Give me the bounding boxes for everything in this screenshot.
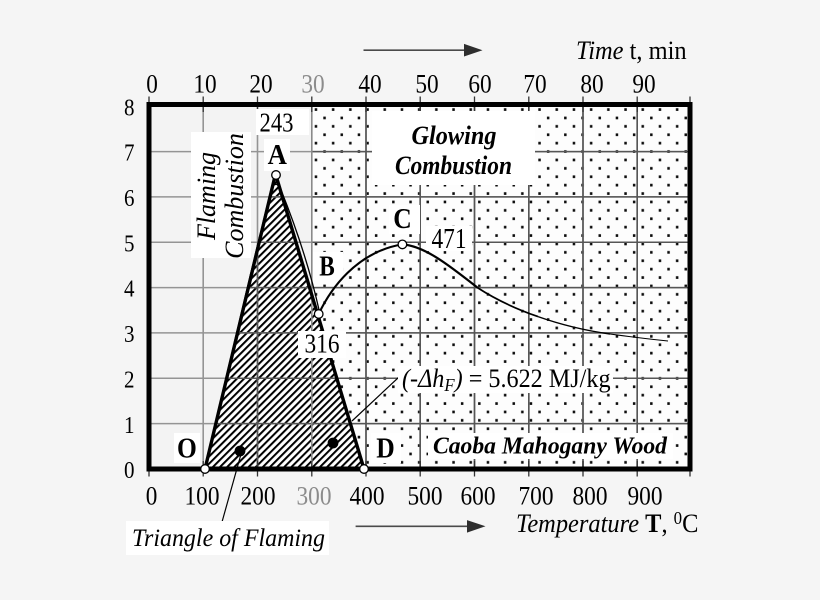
svg-text:60: 60 (468, 70, 491, 99)
svg-text:800: 800 (573, 481, 608, 510)
svg-text:Glowing: Glowing (412, 121, 497, 150)
svg-text:700: 700 (519, 481, 554, 510)
svg-text:Temperature T, 0C: Temperature T, 0C (516, 508, 698, 539)
svg-text:B: B (319, 251, 335, 282)
svg-text:243: 243 (260, 108, 294, 138)
svg-text:7: 7 (124, 141, 135, 167)
svg-text:900: 900 (628, 481, 663, 510)
svg-text:50: 50 (415, 70, 438, 99)
svg-text:8: 8 (124, 95, 135, 121)
svg-text:90: 90 (632, 70, 655, 99)
svg-text:30: 30 (301, 70, 324, 99)
svg-text:300: 300 (297, 481, 332, 510)
svg-text:Combustion: Combustion (395, 151, 512, 180)
svg-text:Flaming: Flaming (192, 152, 221, 241)
svg-text:(-ΔhF) = 5.622 MJ/kg: (-ΔhF) = 5.622 MJ/kg (402, 365, 611, 395)
svg-text:70: 70 (523, 70, 546, 99)
svg-text:Caoba Mahogany Wood: Caoba Mahogany Wood (433, 434, 668, 460)
svg-text:10: 10 (193, 70, 216, 99)
svg-text:500: 500 (408, 481, 443, 510)
svg-text:80: 80 (580, 70, 603, 99)
svg-text:1: 1 (124, 413, 135, 439)
svg-text:6: 6 (124, 186, 135, 212)
svg-text:400: 400 (350, 481, 385, 510)
svg-text:A: A (268, 140, 288, 171)
svg-text:Combustion: Combustion (220, 133, 249, 259)
svg-text:2: 2 (124, 367, 135, 393)
svg-text:471: 471 (432, 224, 467, 255)
svg-text:4: 4 (124, 277, 135, 303)
svg-text:0: 0 (124, 458, 135, 484)
svg-text:D: D (376, 433, 395, 464)
svg-text:100: 100 (185, 481, 220, 510)
svg-text:C: C (393, 204, 412, 235)
svg-text:Time t, min: Time t, min (576, 37, 687, 65)
svg-text:316: 316 (305, 329, 340, 359)
svg-text:5: 5 (124, 231, 135, 257)
svg-text:20: 20 (249, 70, 272, 99)
svg-text:0: 0 (146, 481, 158, 510)
svg-text:O: O (177, 433, 197, 464)
svg-text:0: 0 (146, 70, 158, 99)
svg-text:200: 200 (241, 481, 276, 510)
svg-text:3: 3 (124, 322, 135, 348)
svg-text:600: 600 (461, 481, 496, 510)
svg-text:Triangle of Flaming: Triangle of Flaming (132, 525, 325, 552)
svg-text:40: 40 (358, 70, 381, 99)
